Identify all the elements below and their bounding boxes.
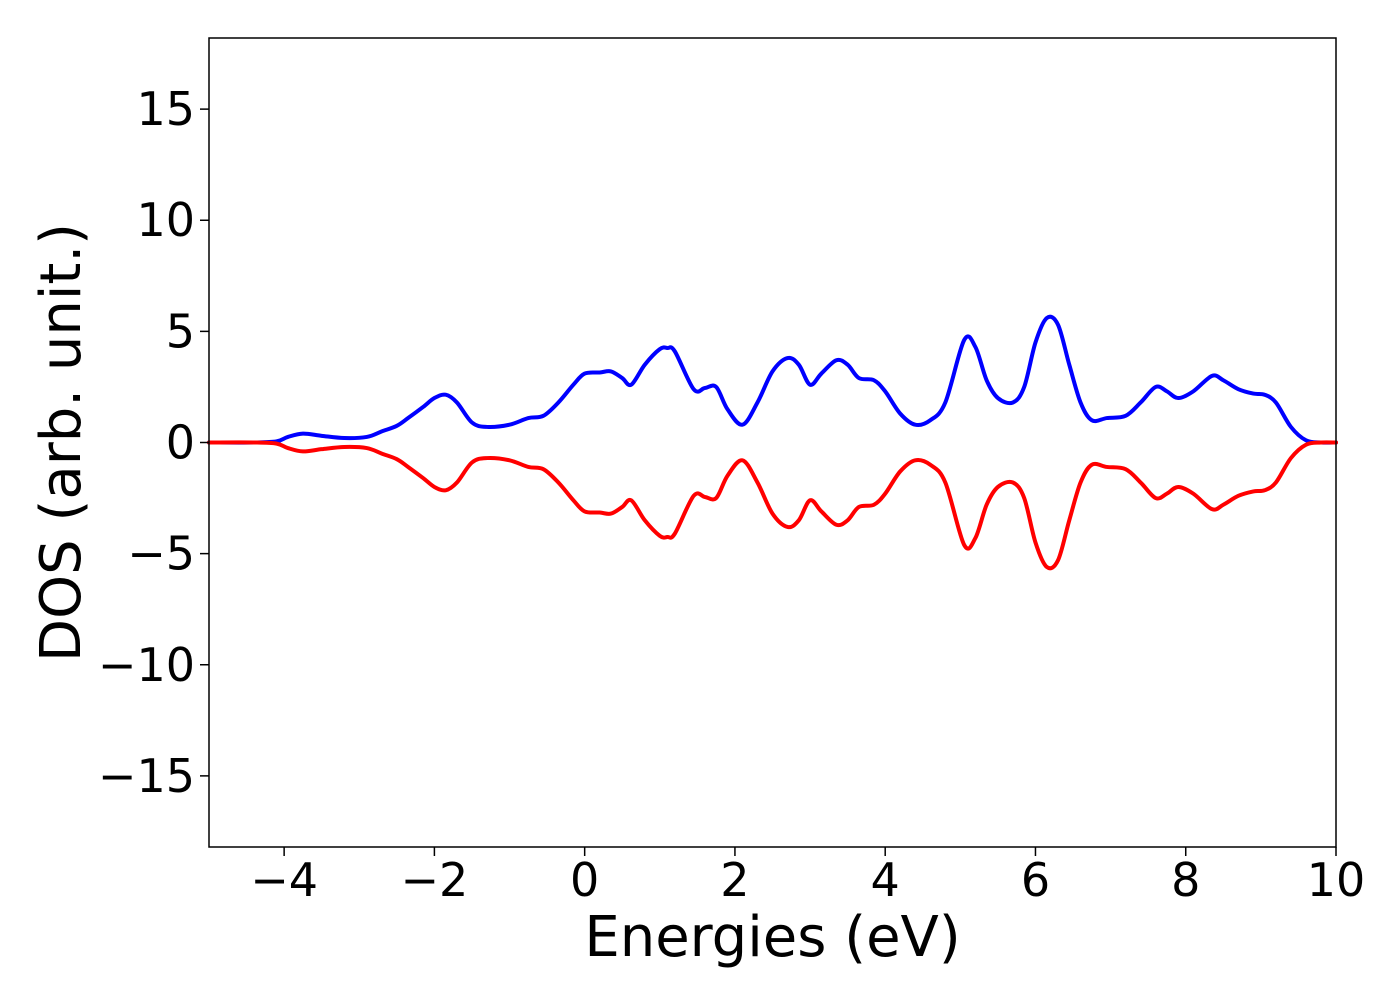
series-line-red bbox=[207, 440, 1338, 571]
y-tick-label: −10 bbox=[98, 638, 195, 692]
x-tick-label: 6 bbox=[1021, 853, 1050, 907]
x-tick-label: 8 bbox=[1171, 853, 1200, 907]
y-tick-label: 10 bbox=[136, 193, 195, 247]
y-tick-label: 0 bbox=[166, 416, 195, 470]
x-tick-label: 2 bbox=[720, 853, 749, 907]
x-tick-label: 0 bbox=[570, 853, 599, 907]
x-axis-label: Energies (eV) bbox=[584, 905, 960, 970]
x-axis-ticks: −4 −2 0 2 4 6 8 10 bbox=[250, 847, 1365, 907]
series-layer bbox=[207, 314, 1338, 571]
y-axis-label: DOS (arb. unit.) bbox=[29, 223, 94, 662]
y-tick-label: 15 bbox=[136, 82, 195, 136]
x-tick-label: 4 bbox=[871, 853, 900, 907]
x-tick-label: −2 bbox=[400, 853, 468, 907]
x-tick-label: 10 bbox=[1307, 853, 1366, 907]
x-tick-label: −4 bbox=[250, 853, 318, 907]
series-line-blue bbox=[207, 314, 1338, 445]
y-tick-label: −15 bbox=[98, 749, 195, 803]
y-tick-label: −5 bbox=[127, 527, 195, 581]
y-axis-ticks: −15 −10 −5 0 5 10 15 bbox=[98, 82, 209, 803]
y-tick-label: 5 bbox=[166, 304, 195, 358]
plot-frame bbox=[208, 37, 1337, 848]
